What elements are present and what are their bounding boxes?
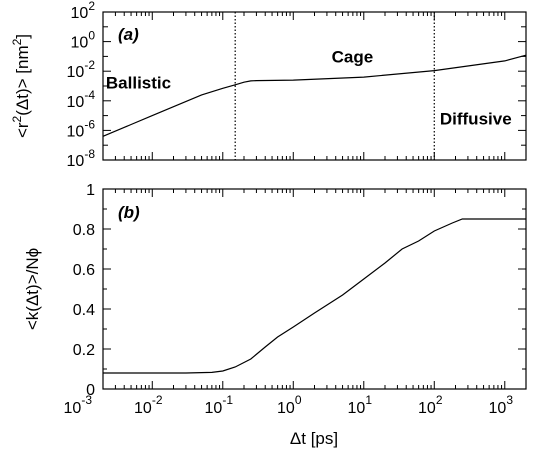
y-tick-label: 100 — [71, 29, 96, 52]
y-tick-label: 1 — [86, 182, 95, 199]
x-tick-label: 100 — [277, 393, 302, 417]
y-tick-label: 0.4 — [73, 302, 95, 319]
panel-b-ylabel: <k(Δt)>/Nϕ — [23, 248, 42, 330]
y-tick-label: 102 — [71, 0, 96, 22]
regime-annotation: Cage — [332, 47, 374, 66]
y-tick-label: 0.6 — [73, 262, 95, 279]
y-tick-label: 10-8 — [67, 147, 96, 170]
y-tick-label: 0.8 — [73, 222, 95, 239]
y-tick-label: 0 — [86, 382, 95, 399]
x-tick-label: 103 — [489, 393, 514, 417]
x-tick-label: 10-1 — [205, 393, 234, 417]
panel-a-ylabel: <r2(Δt)> [nm2] — [10, 34, 32, 138]
panel-a-msd-curve — [102, 54, 527, 137]
x-tick-label: 10-3 — [64, 393, 93, 417]
panel-a-label: (a) — [118, 25, 139, 44]
y-tick-label: 10-4 — [67, 88, 96, 111]
panel-b-fraction-curve — [103, 218, 526, 374]
y-tick-label: 10-2 — [67, 58, 96, 81]
regime-annotation: Ballistic — [106, 73, 171, 92]
panel-b-label: (b) — [118, 203, 140, 222]
panel-a-msd: 10-8 10-6 10-4 10-2 100 102 (a) Ballistic Cage… — [10, 0, 527, 170]
x-tick-label: 101 — [348, 393, 373, 417]
regime-annotation: Diffusive — [440, 110, 512, 129]
y-tick-label: 10-6 — [67, 117, 96, 140]
panel-b-xlabel: Δt [ps] — [290, 429, 338, 448]
panel-b-fraction: 00.20.40.60.81 10-3 10-2 10-1 100 101 102 103 … — [23, 182, 527, 448]
x-tick-label: 10-2 — [134, 393, 163, 417]
y-tick-label: 0.2 — [73, 342, 95, 359]
x-tick-label: 102 — [418, 393, 443, 417]
